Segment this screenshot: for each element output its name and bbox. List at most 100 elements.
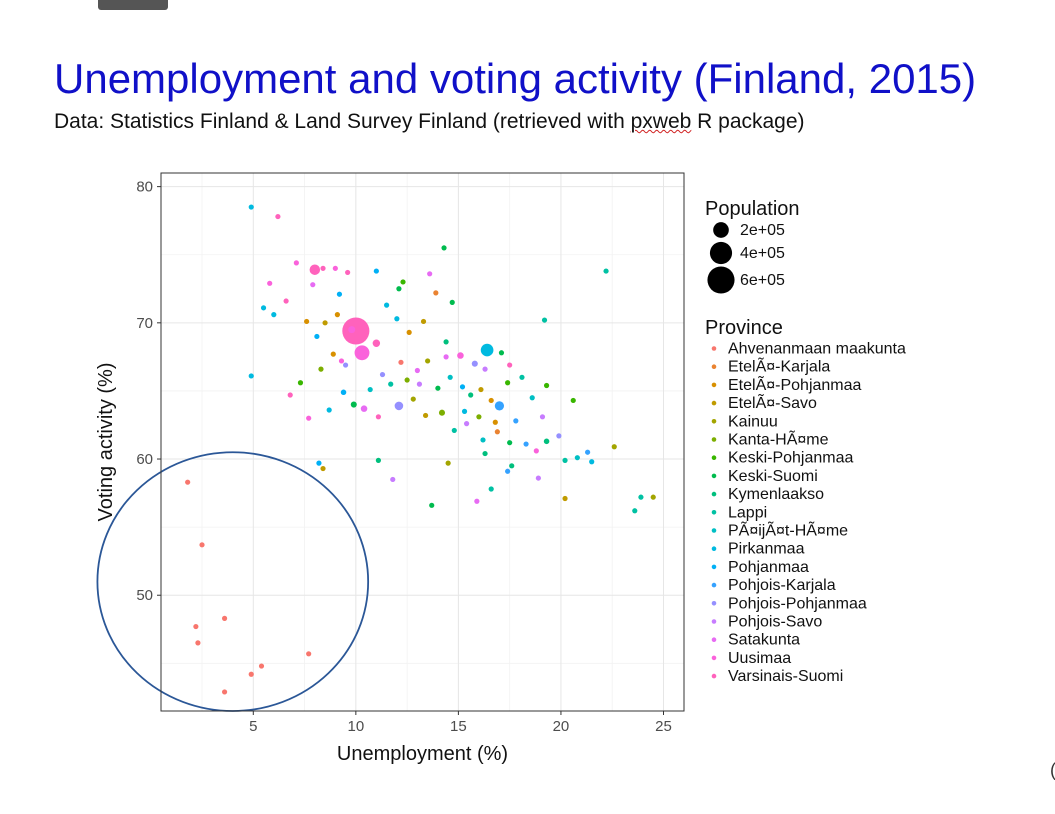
data-point (505, 468, 511, 474)
plot-panel (96, 172, 685, 712)
province-legend-label: PÃ¤ijÃ¤t-HÃ¤me (728, 520, 848, 540)
data-point (533, 448, 539, 454)
data-point (310, 282, 316, 288)
data-point (492, 419, 498, 425)
data-point (316, 460, 322, 466)
data-point (463, 421, 470, 427)
grid-lines (161, 173, 684, 711)
data-point (505, 380, 511, 386)
province-legend-label: Uusimaa (728, 650, 791, 667)
y-tick-label: 60 (136, 451, 153, 468)
data-point (543, 438, 550, 445)
province-legend-label: Kanta-HÃ¤me (728, 429, 829, 449)
data-point (589, 459, 595, 465)
province-legend-key (711, 437, 717, 442)
data-point (185, 479, 191, 485)
subtitle-text-before: Data: Statistics Finland & Land Survey F… (54, 110, 631, 133)
data-point (539, 414, 546, 420)
data-point (373, 268, 379, 274)
data-point (396, 286, 402, 292)
data-point (195, 640, 201, 646)
data-point (304, 318, 310, 325)
province-legend-key (711, 546, 717, 551)
province-legend-key (711, 655, 717, 661)
province-legend-key (711, 346, 717, 351)
data-point (314, 333, 320, 340)
plot-background (161, 173, 684, 711)
y-tick-label: 70 (136, 315, 153, 332)
data-point (574, 455, 580, 461)
data-point (488, 397, 494, 404)
data-point (507, 362, 513, 368)
population-legend-label: 6e+05 (740, 272, 785, 289)
population-legend: Population 2e+05 4e+05 6e+05 (705, 198, 800, 294)
province-legend-key (711, 473, 717, 479)
data-point (342, 317, 370, 345)
data-point (476, 414, 482, 420)
population-legend-key (707, 266, 735, 294)
data-point (488, 486, 494, 492)
data-point (570, 397, 576, 404)
province-legend-label: Pohjois-Pohjanmaa (728, 595, 867, 612)
y-axis-title: Voting activity (%) (95, 363, 117, 522)
data-point (293, 260, 299, 266)
province-legend-label: Ahvenanmaan maakunta (728, 341, 906, 358)
data-point (449, 299, 455, 305)
x-tick-label: 20 (553, 718, 570, 735)
y-tick-label: 80 (136, 179, 153, 196)
data-point (494, 401, 505, 411)
x-axis-title: Unemployment (%) (337, 743, 508, 765)
data-point (478, 386, 484, 393)
window-tab (98, 0, 168, 10)
data-point (482, 450, 488, 457)
data-point (410, 396, 416, 402)
data-point (306, 651, 312, 657)
data-point (390, 476, 396, 483)
data-point (611, 444, 617, 450)
data-point (375, 414, 382, 420)
data-point (372, 339, 381, 347)
data-point (523, 441, 529, 447)
data-point (384, 302, 390, 308)
data-point (541, 317, 548, 323)
data-point (267, 280, 273, 286)
data-point (461, 408, 468, 414)
data-point (480, 343, 494, 357)
province-legend-key (711, 491, 717, 497)
data-point (336, 291, 343, 297)
data-point (443, 354, 449, 360)
data-point (394, 401, 404, 411)
province-legend-key (711, 382, 717, 388)
data-point (543, 382, 550, 389)
data-point (468, 392, 474, 398)
data-point (513, 418, 519, 424)
data-point (420, 318, 427, 325)
data-point (529, 395, 535, 401)
province-legend-key (711, 673, 717, 679)
data-point (287, 392, 293, 398)
data-point (320, 465, 326, 472)
data-points (185, 204, 656, 695)
data-point (474, 498, 480, 504)
data-point (398, 359, 404, 365)
plot-border (160, 172, 685, 712)
province-legend-label: Kymenlaakso (728, 486, 824, 503)
data-point (562, 495, 568, 502)
data-point (275, 213, 281, 220)
data-point (457, 352, 464, 359)
data-point (248, 204, 254, 210)
population-legend-key (709, 241, 733, 265)
data-point (422, 412, 429, 419)
province-legend-label: Pohjois-Karjala (728, 577, 836, 594)
data-point (340, 389, 347, 396)
data-point (338, 358, 345, 364)
province-legend-label: EtelÃ¤-Savo (728, 392, 817, 412)
data-point (330, 351, 336, 357)
data-point (494, 429, 500, 435)
data-point (427, 271, 433, 277)
province-legend-label: Pohjanmaa (728, 559, 809, 576)
data-point (400, 279, 406, 285)
data-point (435, 385, 441, 391)
data-point (320, 265, 326, 271)
